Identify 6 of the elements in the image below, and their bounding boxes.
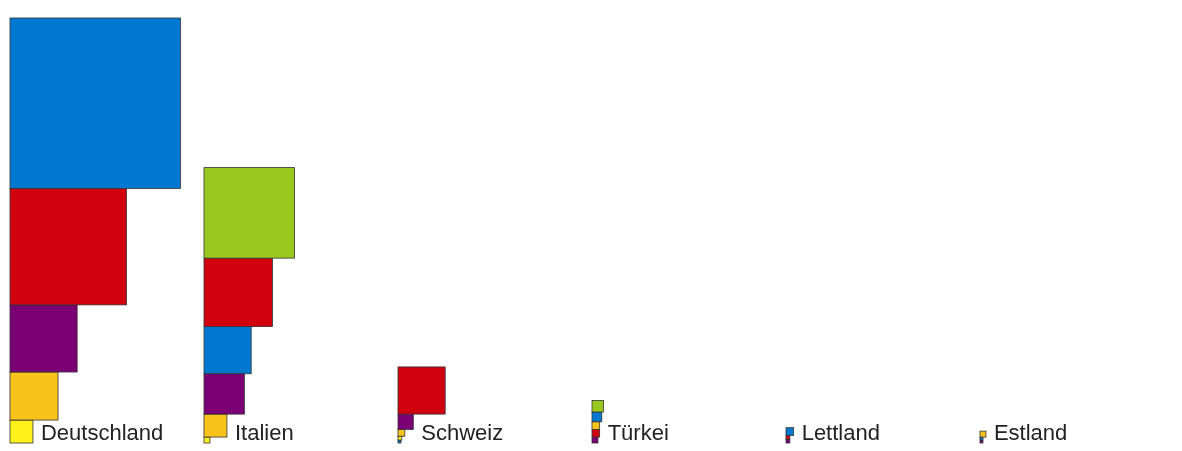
x-tick-label: Estland: [993, 420, 1068, 445]
x-tick-label: Türkei: [607, 420, 669, 445]
x-tick-label: Italien: [234, 420, 294, 445]
x-tick-label: Deutschland: [40, 420, 164, 445]
x-tick-label: Lettland: [801, 420, 880, 445]
x-tick-label: Schweiz: [421, 420, 504, 445]
